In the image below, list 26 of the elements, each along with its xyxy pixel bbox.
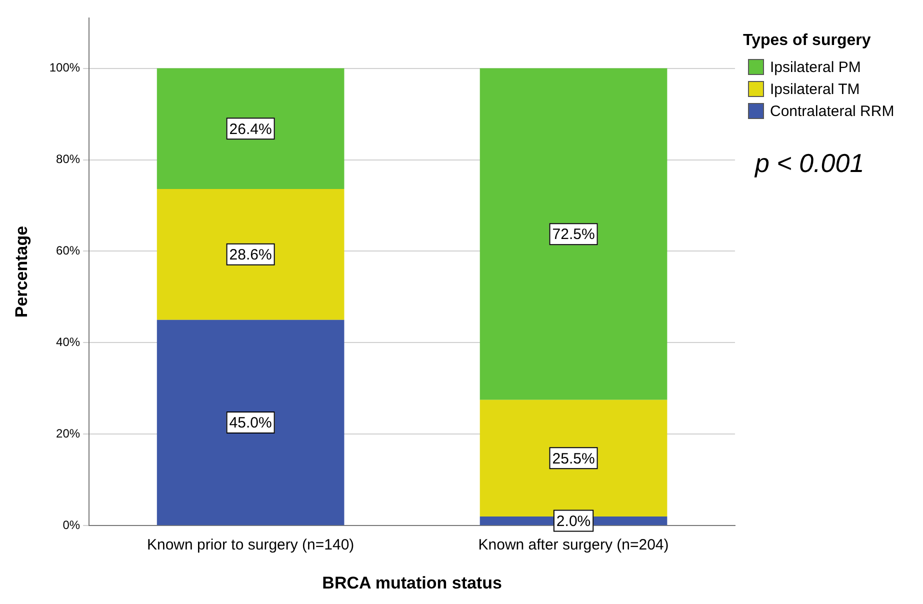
y-axis-title: Percentage — [12, 226, 31, 318]
data-label: 28.6% — [229, 246, 272, 264]
bar — [156, 189, 344, 320]
data-label: 2.0% — [556, 512, 591, 530]
legend-label: Ipsilateral PM — [770, 58, 861, 76]
x-axis-title: BRCA mutation status — [322, 573, 502, 592]
y-tick-label: 40% — [56, 334, 80, 349]
x-tick-label: Known prior to surgery (n=140) — [146, 536, 354, 554]
data-label: 25.5% — [552, 450, 595, 468]
data-label: 72.5% — [552, 226, 595, 244]
x-tick-label: Known after surgery (n=204) — [478, 536, 669, 554]
bar — [156, 320, 344, 526]
legend-label: Ipsilateral TM — [770, 80, 860, 98]
y-tick-label: 0% — [62, 518, 80, 532]
y-tick-label: 20% — [56, 426, 80, 440]
y-tick-label: 60% — [56, 244, 80, 258]
legend-label: Contralateral RRM — [770, 102, 894, 120]
bar — [480, 68, 668, 400]
legend-title: Types of surgery — [743, 32, 872, 50]
bar — [480, 400, 668, 516]
y-tick-label: 100% — [49, 60, 80, 75]
data-label: 26.4% — [229, 120, 272, 138]
y-tick-label: 80% — [56, 152, 80, 166]
text: p < 0.001 — [755, 148, 864, 179]
bar — [156, 68, 344, 190]
data-label: 45.0% — [229, 414, 272, 432]
